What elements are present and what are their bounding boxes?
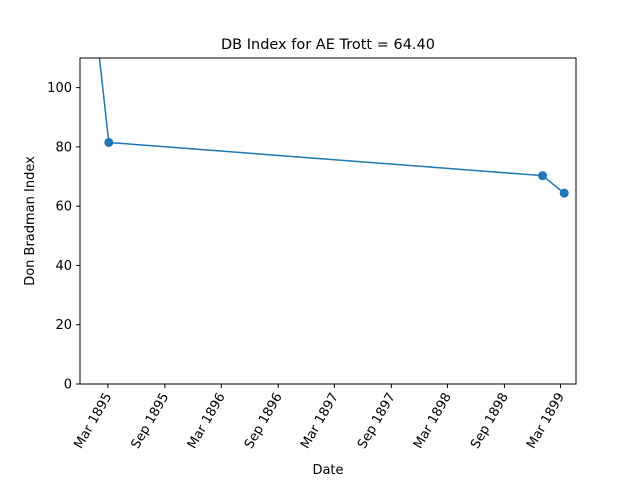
x-tick-label: Sep 1895	[129, 391, 173, 452]
y-tick-label: 60	[55, 200, 72, 215]
chart-title: DB Index for AE Trott = 64.40	[221, 37, 435, 53]
x-axis-label: Date	[312, 463, 343, 478]
plot-frame	[79, 57, 577, 385]
y-tick-label: 80	[55, 140, 72, 155]
series-layer	[98, 58, 569, 198]
x-tick-label: Sep 1897	[355, 391, 399, 452]
x-tick-label: Mar 1897	[298, 391, 342, 452]
y-tick-label: 40	[55, 259, 72, 274]
data-point	[538, 171, 548, 181]
y-tick-label: 20	[55, 318, 72, 333]
x-tick-label: Sep 1896	[242, 391, 286, 452]
series-line	[98, 58, 565, 194]
data-point	[104, 137, 114, 147]
y-tick-label: 0	[64, 378, 72, 393]
y-axis-ticks: 0 20 40 60 80 100	[47, 81, 80, 393]
x-tick-label: Mar 1899	[524, 391, 568, 452]
data-point	[559, 188, 569, 198]
x-tick-label: Mar 1898	[411, 391, 455, 452]
y-axis-label: Don Bradman Index	[23, 156, 38, 286]
x-tick-label: Mar 1895	[71, 391, 115, 452]
y-tick-label: 100	[47, 81, 72, 96]
x-tick-label: Sep 1898	[468, 391, 512, 452]
x-axis-ticks: Mar 1895 Sep 1895 Mar 1896 Sep 1896 Mar 1897…	[71, 384, 568, 452]
x-tick-label: Mar 1896	[185, 391, 229, 452]
